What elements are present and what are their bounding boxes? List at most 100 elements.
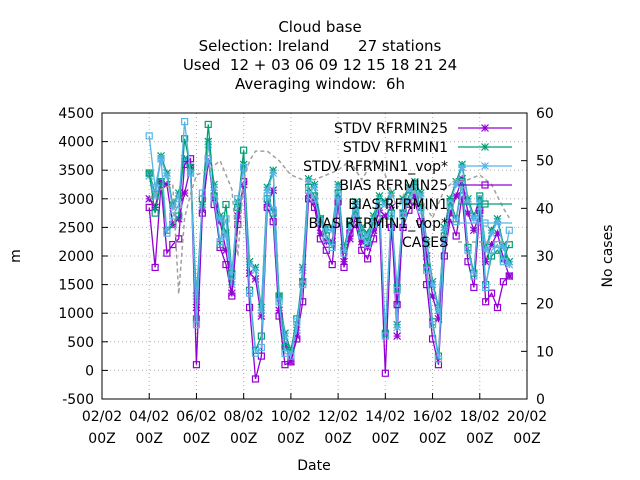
y2-tick-label: 0 bbox=[536, 392, 545, 408]
y-tick-label: 500 bbox=[67, 335, 94, 351]
y-tick-label: 4500 bbox=[58, 106, 94, 122]
data-point bbox=[428, 292, 437, 300]
data-point bbox=[334, 183, 343, 192]
data-point bbox=[481, 219, 489, 227]
data-point bbox=[145, 132, 153, 140]
data-point bbox=[393, 323, 402, 332]
data-point bbox=[222, 200, 230, 209]
legend-entry: CASES bbox=[402, 235, 512, 251]
y2-tick-label: 40 bbox=[536, 201, 554, 217]
y2-tick-label: 50 bbox=[536, 154, 554, 170]
data-point bbox=[399, 197, 407, 206]
data-point bbox=[487, 246, 496, 254]
data-point bbox=[328, 243, 336, 252]
data-point bbox=[204, 155, 212, 163]
data-point bbox=[292, 326, 301, 335]
y2-tick-label: 20 bbox=[536, 297, 554, 313]
data-point bbox=[487, 229, 496, 238]
data-point bbox=[452, 180, 461, 189]
data-point bbox=[322, 235, 330, 243]
data-point bbox=[145, 203, 153, 211]
data-point bbox=[293, 318, 301, 326]
legend: STDV RFRMIN25 STDV RFRMIN1 STDV RFRMIN1_vo… bbox=[303, 121, 512, 251]
data-point bbox=[458, 163, 466, 172]
data-point bbox=[393, 286, 401, 294]
data-point bbox=[263, 192, 271, 200]
data-point bbox=[481, 200, 489, 208]
y2-tick-label: 10 bbox=[536, 344, 554, 360]
data-point bbox=[175, 200, 183, 209]
data-point bbox=[482, 298, 490, 306]
data-point bbox=[381, 200, 390, 209]
y2-tick-label: 30 bbox=[536, 249, 554, 265]
data-point bbox=[210, 183, 219, 192]
data-point bbox=[192, 321, 201, 329]
data-point bbox=[310, 183, 319, 192]
data-point bbox=[181, 135, 189, 143]
data-point bbox=[210, 195, 218, 203]
y-tick-label: 2000 bbox=[58, 249, 94, 265]
data-point bbox=[369, 220, 378, 229]
data-point bbox=[423, 281, 431, 289]
data-point bbox=[493, 217, 502, 226]
data-point bbox=[299, 281, 307, 289]
data-point bbox=[240, 146, 248, 154]
legend-entry: STDV RFRMIN1 bbox=[343, 140, 512, 156]
data-point bbox=[251, 375, 260, 383]
data-point bbox=[487, 289, 496, 297]
data-point bbox=[499, 243, 508, 252]
legend-entry: BIAS RFRMIN1_vop* bbox=[309, 216, 512, 232]
data-point bbox=[334, 192, 342, 200]
data-point bbox=[257, 306, 266, 315]
data-point bbox=[422, 252, 431, 260]
data-point bbox=[481, 143, 489, 151]
data-point bbox=[440, 226, 449, 235]
data-point bbox=[168, 203, 177, 212]
data-point bbox=[310, 195, 319, 203]
data-point bbox=[469, 226, 478, 235]
data-point bbox=[393, 332, 402, 341]
data-point bbox=[222, 215, 230, 223]
data-point bbox=[192, 361, 201, 369]
legend-label: BIAS RFRMIN1_vop* bbox=[309, 216, 448, 232]
legend-entry: STDV RFRMIN25 bbox=[334, 121, 512, 137]
data-point bbox=[346, 220, 354, 229]
data-point bbox=[245, 260, 254, 269]
data-point bbox=[169, 212, 177, 220]
data-point bbox=[233, 212, 242, 220]
data-point bbox=[499, 278, 507, 286]
data-point bbox=[422, 240, 431, 249]
data-point bbox=[499, 258, 507, 266]
data-point bbox=[287, 352, 295, 360]
data-point bbox=[440, 235, 448, 243]
data-point bbox=[476, 195, 484, 203]
legend-label: STDV RFRMIN1 bbox=[343, 140, 448, 156]
legend-label: BIAS RFRMIN25 bbox=[339, 178, 448, 194]
data-point bbox=[234, 195, 242, 203]
data-point bbox=[352, 209, 360, 217]
x-tick-label: 10/02 00Z bbox=[271, 409, 311, 447]
data-point bbox=[163, 180, 171, 189]
plot-series bbox=[145, 117, 514, 383]
data-point bbox=[145, 169, 153, 177]
data-point bbox=[151, 192, 160, 200]
data-point bbox=[275, 298, 283, 306]
x-tick-label: 04/02 00Z bbox=[129, 409, 169, 447]
data-point bbox=[364, 240, 372, 249]
legend-entry: BIAS RFRMIN25 bbox=[339, 178, 512, 194]
data-point bbox=[245, 303, 254, 312]
data-point bbox=[204, 120, 212, 129]
data-point bbox=[316, 229, 325, 238]
data-point bbox=[434, 306, 443, 315]
data-point bbox=[275, 312, 283, 320]
data-point bbox=[381, 369, 389, 377]
y-tick-label: 1500 bbox=[58, 278, 94, 294]
data-point bbox=[251, 274, 260, 283]
legend-entry: BIAS RFRMIN1 bbox=[348, 197, 512, 213]
data-point bbox=[163, 229, 171, 237]
legend-label: STDV RFRMIN1_vop* bbox=[303, 159, 448, 175]
data-point bbox=[434, 314, 443, 323]
data-point bbox=[505, 226, 513, 234]
data-point bbox=[186, 169, 195, 177]
